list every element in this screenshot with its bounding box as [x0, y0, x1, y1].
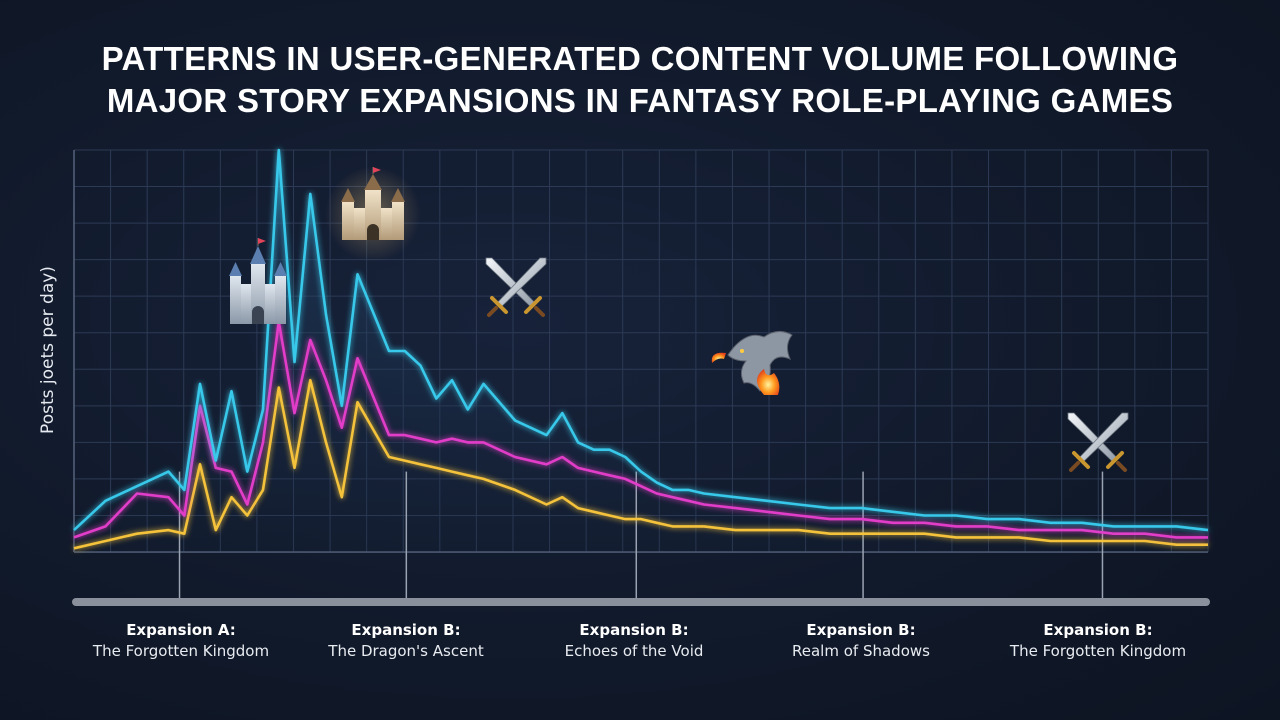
- chart-title: PATTERNS IN USER-GENERATED CONTENT VOLUM…: [0, 38, 1280, 122]
- series-line-cyan: [73, 148, 1209, 532]
- castle-icon: [325, 166, 421, 262]
- marker-subtitle: The Forgotten Kingdom: [92, 642, 270, 660]
- dragon-icon: [711, 331, 793, 395]
- series-lines: [73, 148, 1209, 550]
- marker-title: Expansion B:: [806, 621, 916, 639]
- marker-subtitle: Echoes of the Void: [564, 642, 704, 660]
- marker-title: Expansion B:: [1043, 621, 1153, 639]
- title-line-2: MAJOR STORY EXPANSIONS IN FANTASY ROLE-P…: [106, 82, 1174, 119]
- marker-subtitle: The Forgotten Kingdom: [1009, 642, 1187, 660]
- area-fill: [74, 150, 1208, 552]
- marker-title: Expansion A:: [126, 621, 236, 639]
- marker-label-1: Expansion B: The Dragon's Ascent: [296, 620, 516, 662]
- title-line-1: PATTERNS IN USER-GENERATED CONTENT VOLUM…: [101, 40, 1179, 77]
- marker-subtitle: Realm of Shadows: [792, 642, 930, 660]
- marker-title: Expansion B:: [579, 621, 689, 639]
- crossed-swords-icon: [485, 257, 547, 317]
- series-line-magenta: [73, 320, 1208, 539]
- series-line-gold: [73, 378, 1208, 550]
- marker-label-3: Expansion B: Realm of Shadows: [751, 620, 971, 662]
- marker-title: Expansion B:: [351, 621, 461, 639]
- marker-label-0: Expansion A: The Forgotten Kingdom: [71, 620, 291, 662]
- marker-label-2: Expansion B: Echoes of the Void: [524, 620, 744, 662]
- marker-subtitle: The Dragon's Ascent: [328, 642, 484, 660]
- crossed-swords-icon: [1067, 412, 1129, 472]
- marker-label-4: Expansion B: The Forgotten Kingdom: [988, 620, 1208, 662]
- castle-icon: [229, 238, 287, 324]
